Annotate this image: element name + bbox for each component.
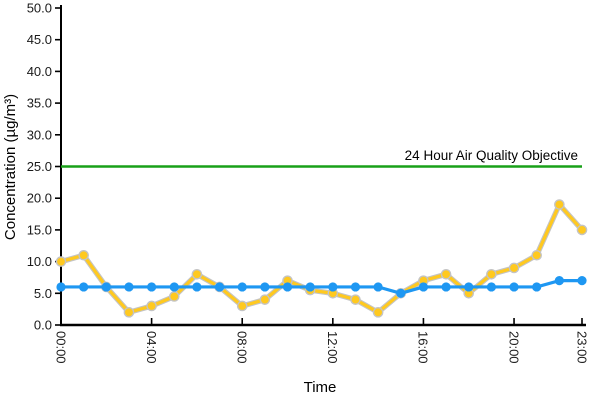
series-1-marker [259, 294, 271, 305]
series-1-marker [486, 268, 497, 280]
plot-area: 0.0 5.0 10.0 15.0 20.0 25.0 30.0 35.0 40.0 45.0 50… [27, 1, 590, 364]
x-tick-label: 23:00 [574, 331, 589, 364]
series-2-marker [147, 282, 157, 292]
series-1-marker [372, 307, 384, 318]
series-1-marker [146, 300, 157, 312]
series-2-marker [124, 282, 134, 292]
y-tick-label: 20.0 [27, 191, 52, 206]
x-tick-label: 04:00 [144, 331, 159, 364]
series-2-marker [464, 282, 474, 292]
series-1-marker [55, 256, 67, 267]
y-tick-label: 15.0 [27, 222, 52, 237]
series-2-marker [101, 282, 111, 292]
series-2-marker [328, 282, 338, 292]
series-2-marker [396, 288, 406, 298]
series-2-marker [214, 282, 225, 292]
series-2-marker [509, 282, 519, 292]
series-2-marker [577, 276, 587, 286]
series-1-marker [168, 291, 180, 302]
y-axis-title: Concentration (µg/m³) [2, 94, 19, 240]
series-2-marker [282, 282, 293, 292]
series-1-marker [440, 268, 452, 280]
series-2-marker [350, 282, 361, 292]
y-tick-label: 35.0 [27, 96, 52, 111]
series-1-marker [508, 262, 520, 274]
series-2-marker [192, 282, 202, 292]
x-tick-label: 00:00 [53, 331, 68, 364]
x-tick-label: 20:00 [506, 331, 521, 364]
series-2-marker [554, 276, 564, 286]
series-1-marker [191, 268, 203, 280]
y-tick-label: 40.0 [27, 64, 52, 79]
series-2-marker [56, 282, 66, 292]
x-tick-label: 16:00 [416, 331, 431, 364]
y-tick-label: 30.0 [27, 127, 52, 142]
series-2-marker [418, 282, 429, 292]
y-tick-label: 45.0 [27, 32, 52, 47]
series-1-marker [123, 307, 135, 318]
y-tick-label: 50.0 [27, 1, 52, 16]
series-2-marker [532, 282, 542, 292]
y-tick-label: 25.0 [27, 159, 52, 174]
x-tick-label: 12:00 [325, 331, 340, 364]
series-1-marker [554, 199, 565, 210]
series-2-marker [237, 282, 247, 292]
series-1-marker [78, 249, 89, 261]
series-1-line [59, 202, 584, 314]
y-tick-label: 5.0 [34, 286, 52, 301]
series-1-line-halo [60, 201, 585, 316]
series-1-marker [236, 300, 248, 312]
series-2-marker [79, 282, 89, 292]
series-1-marker [531, 249, 542, 261]
series-1-marker [576, 224, 588, 236]
series-1-marker [350, 294, 361, 305]
series-2-marker [260, 282, 270, 292]
series-2-marker [373, 282, 383, 292]
x-axis-title: Time [304, 379, 337, 396]
y-tick-label: 10.0 [27, 254, 52, 269]
reference-line-label: 24 Hour Air Quality Objective [405, 148, 578, 163]
series-2-marker [169, 282, 179, 292]
series-2-marker [486, 282, 496, 292]
series-2-marker [441, 282, 451, 292]
y-tick-label: 0.0 [34, 318, 52, 333]
series-2-marker [305, 282, 315, 292]
x-tick-label: 08:00 [235, 331, 250, 364]
